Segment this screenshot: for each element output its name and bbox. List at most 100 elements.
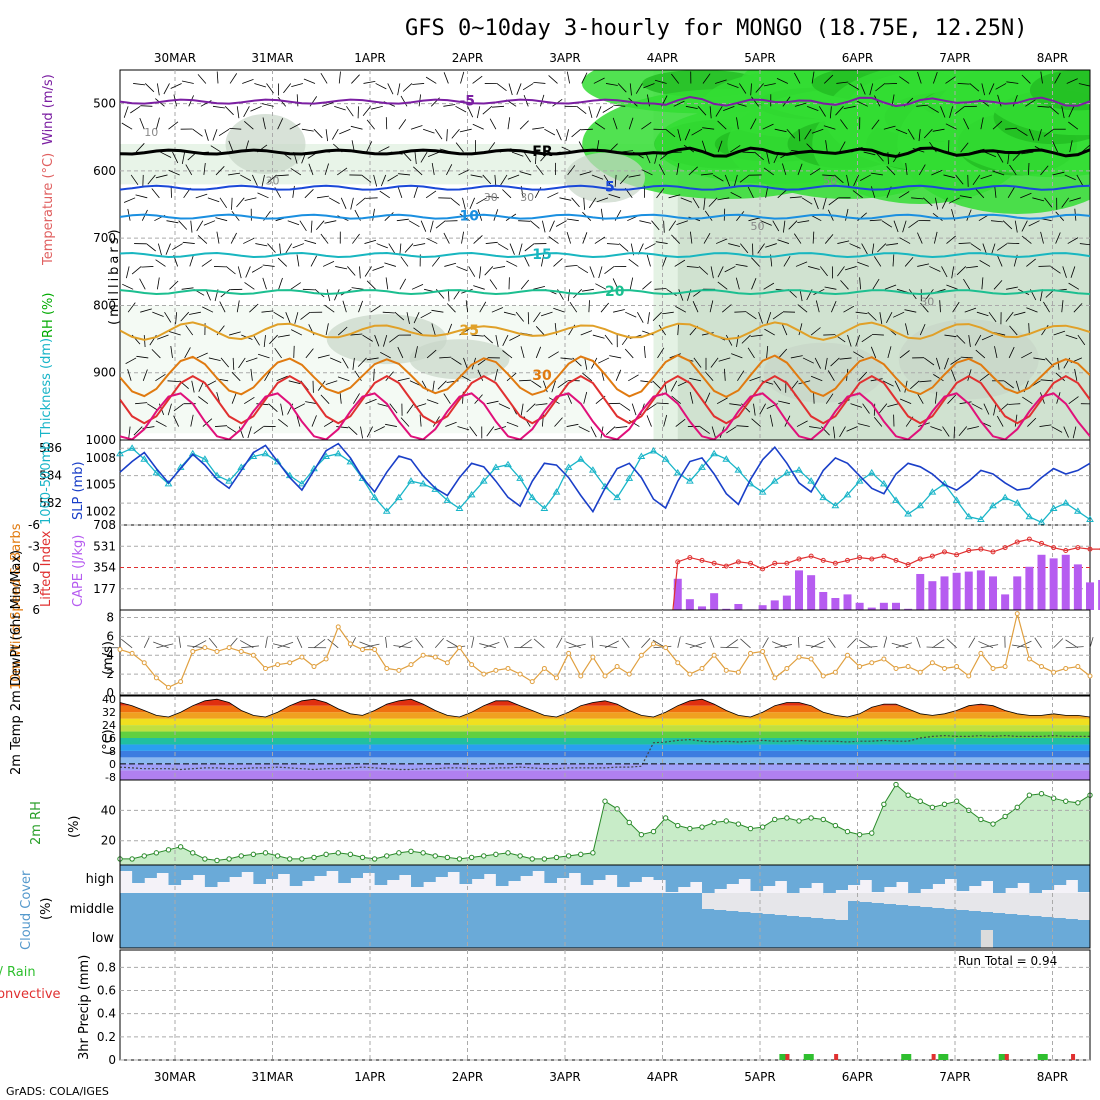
wind-barb xyxy=(406,403,415,414)
wind-barb xyxy=(608,193,621,199)
thickness-point xyxy=(516,474,525,481)
wind-barb xyxy=(990,220,1003,223)
wind-barb xyxy=(502,350,513,359)
wind-barb xyxy=(932,212,943,222)
wind-barb xyxy=(824,357,828,370)
cloud-high-bar xyxy=(192,865,206,875)
temp-band xyxy=(120,699,1090,706)
wind-barb xyxy=(372,208,375,221)
wind-barb xyxy=(326,289,331,302)
wind-barb xyxy=(811,71,815,84)
cloud-high-bar xyxy=(944,865,958,879)
wind-10m-barb xyxy=(859,646,878,649)
wind-barb xyxy=(924,357,935,366)
thickness-point xyxy=(1013,499,1022,506)
wind-barb xyxy=(127,369,132,381)
wind-barb xyxy=(224,106,234,116)
wind-barb xyxy=(824,234,834,244)
wind-10m-barb xyxy=(932,639,945,649)
wind-barb xyxy=(739,174,750,183)
wind-barb xyxy=(181,287,194,290)
rh-2m-point xyxy=(1063,798,1069,804)
wind-barb xyxy=(635,83,643,94)
wind-barb xyxy=(398,119,407,130)
wind-10m-point xyxy=(917,669,923,675)
wind-10m-point xyxy=(857,664,863,670)
wind-10m-point xyxy=(190,648,196,654)
wind-barb xyxy=(291,329,303,336)
cloud-high-bar xyxy=(204,865,218,887)
wind-10m-barb xyxy=(296,637,303,648)
top-date-label: 3APR xyxy=(549,51,580,65)
wind-barb xyxy=(446,303,456,313)
wind-barb xyxy=(168,121,179,130)
isotherm-line xyxy=(120,289,1090,296)
rh-2m-point xyxy=(1014,804,1020,811)
rh-2m-point xyxy=(517,853,523,859)
wind-10m-point xyxy=(929,660,935,666)
cloud-middle-gap xyxy=(847,893,861,901)
wind-barb xyxy=(596,197,609,203)
wind-barb xyxy=(1012,94,1018,107)
wind-barb xyxy=(202,306,214,313)
wind-barb xyxy=(960,142,969,153)
slp-tick: 1005 xyxy=(85,478,116,492)
wind-barb xyxy=(702,73,711,84)
temp-2m-tick: 0 xyxy=(109,758,116,771)
wind-barb xyxy=(849,243,861,249)
wind-barb xyxy=(602,105,614,113)
cloud-high-bar xyxy=(144,865,157,878)
wind-barb xyxy=(237,266,242,279)
cloud-frame xyxy=(119,864,1091,949)
wind-barb xyxy=(929,266,941,272)
wind-barb xyxy=(588,300,590,313)
wind-barb xyxy=(315,220,325,230)
wind-10m-point xyxy=(723,667,729,673)
wind-barb xyxy=(606,243,620,245)
wind-barb xyxy=(790,355,803,359)
rh-2m-point xyxy=(747,825,754,832)
cloud-middle-gap xyxy=(1005,893,1018,914)
lifted-index-point xyxy=(929,553,935,559)
cloud-high-bar xyxy=(774,865,788,881)
cape-bar xyxy=(904,608,913,610)
wind-barb xyxy=(350,125,363,130)
wind-barb xyxy=(142,369,148,381)
wind-barb xyxy=(992,120,1003,130)
lifted-index-point xyxy=(990,549,996,555)
wind-barb xyxy=(941,266,948,278)
wind-barb xyxy=(628,258,639,267)
rh-2m-point xyxy=(335,850,341,856)
wind-barb xyxy=(814,357,821,369)
wind-10m-barb xyxy=(1065,639,1079,649)
temp-2m-tick: 24 xyxy=(102,719,116,732)
wind-barb xyxy=(203,220,216,226)
thickness-point xyxy=(297,479,306,487)
wind-barb xyxy=(243,237,255,244)
rh-2m-point xyxy=(238,853,244,859)
isotherm-line xyxy=(120,146,1090,159)
wind-10m-barb xyxy=(178,636,182,648)
wind-barb xyxy=(280,403,284,416)
wind-barb xyxy=(721,304,732,313)
wind-barb xyxy=(917,71,922,84)
wind-barb xyxy=(1043,301,1050,313)
wind-10m-point xyxy=(711,652,717,658)
cape-bar xyxy=(1037,554,1046,610)
wind-barb xyxy=(870,172,883,176)
wind-10m-barb xyxy=(153,641,169,649)
wind-barb xyxy=(520,279,530,290)
wind-barb xyxy=(228,140,234,153)
side-labels: RH (%) Temperature (°C) Wind (m/s) (mill… xyxy=(0,74,122,1060)
cloud-high-bar xyxy=(180,865,194,880)
wind-barb xyxy=(320,394,330,404)
wind-barb xyxy=(671,395,682,404)
wind-barb xyxy=(1029,129,1035,141)
wind-barb xyxy=(147,174,156,185)
rh-2m-point xyxy=(493,851,499,858)
cloud-high-bar xyxy=(762,865,776,886)
wind-barb xyxy=(358,300,363,313)
lifted-index-tick: 6 xyxy=(32,603,40,617)
